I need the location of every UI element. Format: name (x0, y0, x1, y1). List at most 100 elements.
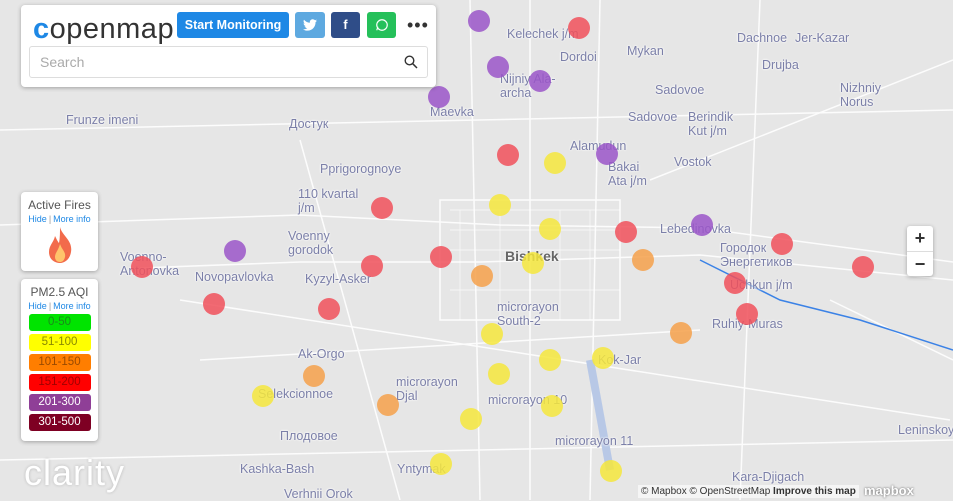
sensor-marker[interactable] (539, 218, 561, 240)
sensor-marker[interactable] (471, 265, 493, 287)
map-label: Ak-Orgo (298, 347, 345, 361)
map-label: Verhnii Orok (284, 487, 353, 501)
improve-map-link[interactable]: Improve this map (773, 486, 856, 497)
map-label: Kashka-Bash (240, 462, 315, 476)
sensor-marker[interactable] (600, 460, 622, 482)
map-label: Vostok (674, 155, 712, 169)
sensor-marker[interactable] (539, 349, 561, 371)
sensor-marker[interactable] (371, 197, 393, 219)
aqi-level-151-200: 151-200 (28, 374, 91, 391)
sensor-marker[interactable] (428, 86, 450, 108)
sensor-marker[interactable] (430, 453, 452, 475)
whatsapp-share-button[interactable] (367, 12, 396, 38)
active-fires-panel: Active Fires Hide | More info (21, 192, 98, 271)
sensor-marker[interactable] (224, 240, 246, 262)
map-label: 110 kvartal j/m (298, 187, 359, 215)
sensor-marker[interactable] (481, 323, 503, 345)
header-panel: copenmap Start Monitoring f ••• (21, 5, 436, 87)
zoom-out-button[interactable]: − (907, 251, 933, 276)
mapbox-attribution-link[interactable]: © Mapbox (641, 486, 687, 497)
fires-more-info-link[interactable]: More info (53, 214, 91, 224)
map-label: Drujba (762, 58, 799, 72)
map-label: Bakai Ata j/m (608, 160, 647, 188)
map-label: Достук (289, 117, 329, 131)
map-label: Городок Энергетиков (720, 241, 793, 269)
map-label: Dachnoe (737, 31, 788, 45)
map-label: Sadovoe (628, 110, 678, 124)
map-label: Selekcionnoe (258, 387, 334, 401)
sensor-marker[interactable] (596, 143, 618, 165)
twitter-share-button[interactable] (295, 12, 325, 38)
start-monitoring-button[interactable]: Start Monitoring (177, 12, 289, 38)
sensor-marker[interactable] (632, 249, 654, 271)
sensor-marker[interactable] (203, 293, 225, 315)
osm-attribution-link[interactable]: © OpenStreetMap (689, 486, 771, 497)
sensor-marker[interactable] (544, 152, 566, 174)
map-label: Nizhniy Norus (840, 81, 881, 109)
sensor-marker[interactable] (303, 365, 325, 387)
sensor-marker[interactable] (131, 256, 153, 278)
sensor-marker[interactable] (488, 363, 510, 385)
sensor-marker[interactable] (852, 256, 874, 278)
map-label: Novopavlovka (195, 270, 274, 284)
aqi-legend-title: PM2.5 AQI (30, 285, 89, 299)
aqi-hide-link[interactable]: Hide (28, 301, 47, 311)
sensor-marker[interactable] (252, 385, 274, 407)
map-attribution: © Mapbox © OpenStreetMap Improve this ma… (638, 485, 859, 498)
sensor-marker[interactable] (318, 298, 340, 320)
map-label: Voenny gorodok (288, 229, 334, 257)
search-input[interactable] (29, 46, 428, 78)
whatsapp-icon (375, 19, 388, 31)
aqi-level-51-100: 51-100 (28, 334, 91, 351)
openmap-logo[interactable]: copenmap (33, 13, 175, 45)
sensor-marker[interactable] (736, 303, 758, 325)
zoom-in-button[interactable]: + (914, 228, 926, 248)
map-label: Плодовое (280, 429, 338, 443)
map-label: Kara-Djigach (732, 470, 805, 484)
zoom-control: + − (907, 226, 933, 276)
fire-icon[interactable] (46, 226, 74, 264)
aqi-level-101-150: 101-150 (28, 354, 91, 371)
map-label: Kelechek j/m (507, 27, 579, 41)
sensor-marker[interactable] (592, 347, 614, 369)
sensor-marker[interactable] (361, 255, 383, 277)
sensor-marker[interactable] (460, 408, 482, 430)
map-label: microrayon South-2 (497, 300, 559, 328)
sensor-marker[interactable] (541, 395, 563, 417)
sensor-marker[interactable] (497, 144, 519, 166)
sensor-marker[interactable] (522, 252, 544, 274)
aqi-more-info-link[interactable]: More info (53, 301, 91, 311)
twitter-icon (303, 19, 317, 31)
sensor-marker[interactable] (487, 56, 509, 78)
sensor-marker[interactable] (377, 394, 399, 416)
more-options-button[interactable]: ••• (407, 15, 429, 35)
map-label: Jer-Kazar (795, 31, 850, 45)
clarity-logo[interactable]: clarity (24, 452, 126, 493)
aqi-level-0-50: 0-50 (28, 314, 91, 331)
sensor-marker[interactable] (489, 194, 511, 216)
sensor-marker[interactable] (670, 322, 692, 344)
map-label: Pprigorognoye (320, 162, 402, 176)
aqi-legend-panel: PM2.5 AQI Hide | More info 0-50 51-100 101-1… (21, 279, 98, 441)
fires-hide-link[interactable]: Hide (28, 214, 47, 224)
map-label: Frunze imeni (66, 113, 139, 127)
map-label: Dordoi (560, 50, 597, 64)
sensor-marker[interactable] (568, 17, 590, 39)
sensor-marker[interactable] (529, 70, 551, 92)
facebook-share-button[interactable]: f (331, 12, 360, 38)
map-label: microrayon 11 (555, 434, 634, 448)
sensor-marker[interactable] (468, 10, 490, 32)
mapbox-logo[interactable]: mapbox (864, 483, 914, 498)
sensor-marker[interactable] (430, 246, 452, 268)
map-label: Sadovoe (655, 83, 705, 97)
search-icon[interactable] (404, 55, 418, 69)
sensor-marker[interactable] (771, 233, 793, 255)
sensor-marker[interactable] (724, 272, 746, 294)
map-label: Leninskoy (898, 423, 953, 437)
map-label: Mykan (627, 44, 664, 58)
map-label: Berindik Kut j/m (688, 110, 734, 138)
sensor-marker[interactable] (615, 221, 637, 243)
aqi-level-301-500: 301-500 (28, 414, 91, 431)
sensor-marker[interactable] (691, 214, 713, 236)
